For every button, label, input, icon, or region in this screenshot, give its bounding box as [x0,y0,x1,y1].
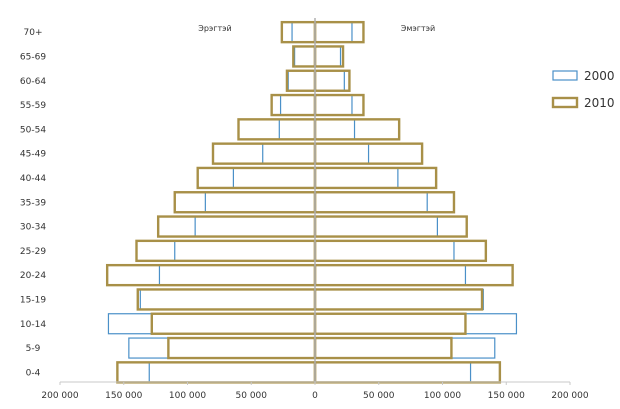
bar-2000-female-10-14 [314,313,518,335]
bar-2000-male-45-49 [262,143,316,165]
y-tick-label: 25-29 [20,247,46,257]
bar-2000-male-5-9 [128,337,316,359]
bar-2010-male-60-64 [285,69,317,92]
y-tick-label: 45-49 [20,150,46,160]
bar-2000-female-30-34 [314,215,439,238]
bar-2000-male-65-69 [294,45,316,68]
y-tick-label: 55-59 [20,101,46,111]
bar-2010-female-15-19 [313,288,484,311]
bar-2000-female-25-29 [314,240,455,262]
bar-2000-male-25-29 [174,240,316,262]
male-side-label: Эрэгтэй [198,24,232,33]
y-tick-label: 65-69 [20,52,46,62]
y-tick-label: 5-9 [26,344,41,354]
bar-2000-female-45-49 [314,143,370,165]
bar-2010-female-20-24 [313,263,514,287]
bar-2010-female-35-39 [313,191,456,214]
y-tick-label: 35-39 [20,198,46,208]
bar-2000-female-55-59 [314,94,353,116]
bar-2000-male-55-59 [279,94,316,116]
y-tick-label: 60-64 [20,77,46,87]
legend: 2000 2010 [551,69,615,110]
bar-2000-female-5-9 [314,337,496,359]
bar-2010-male-35-39 [173,191,317,214]
bar-2010-male-45-49 [211,142,317,165]
x-tick-labels: 200 000 150 000 100 000 50 000 0 50 000 100 00… [41,382,589,401]
bar-2000-female-65-69 [314,45,342,68]
x-tick-label: 50 000 [363,391,395,401]
bar-2000-male-70+ [291,21,316,43]
bar-2010-female-70+ [313,20,365,44]
bar-2010-male-0-4 [116,361,317,384]
bar-2010-male-25-29 [135,239,317,263]
legend-swatch-2010 [551,96,579,109]
x-tick-label: 0 [312,391,318,401]
bar-2000-female-0-4 [314,361,472,383]
y-tick-label: 0-4 [26,368,41,378]
x-tick-label: 50 000 [236,391,268,401]
bar-2010-male-10-14 [150,312,317,335]
x-tick-label: 100 000 [169,391,206,401]
bar-2010-female-40-44 [313,166,438,190]
bar-2010-female-50-54 [313,118,401,141]
bar-2010-male-70+ [280,20,317,44]
y-tick-label: 30-34 [20,223,46,233]
bar-2010-male-5-9 [167,336,317,360]
x-tick-label: 150 000 [488,391,525,401]
y-tick-label: 50-54 [20,125,46,135]
bar-2010-female-65-69 [313,45,345,68]
bar-2010-female-25-29 [313,239,488,263]
bar-2010-male-30-34 [156,215,317,238]
bar-2010-female-0-4 [313,361,502,384]
bar-2000-female-60-64 [314,70,345,92]
y-tick-label: 10-14 [20,320,46,330]
bar-2010-female-30-34 [313,215,468,238]
bar-2000-male-0-4 [148,361,316,383]
bar-2000-female-50-54 [314,118,356,140]
bar-2000-male-40-44 [232,167,316,189]
female-side-label: Эмэгтэй [401,24,435,33]
bars-group [105,20,518,384]
bar-2000-male-35-39 [204,191,316,213]
bar-2000-female-15-19 [314,288,484,311]
bar-2010-female-55-59 [313,93,365,117]
bar-2010-male-55-59 [270,93,317,117]
y-tick-labels: 70+ 65-69 60-64 55-59 50-54 45-49 40-44 35-39 30… [20,28,46,378]
bar-2000-male-20-24 [158,264,316,286]
bar-2010-female-10-14 [313,312,467,335]
bar-2010-male-50-54 [237,118,317,141]
bar-2010-male-20-24 [105,263,317,287]
x-tick-label: 100 000 [424,391,461,401]
bar-2000-male-15-19 [139,288,316,311]
bar-2010-female-5-9 [313,336,453,360]
bar-2000-male-10-14 [107,313,316,335]
y-tick-label: 20-24 [20,271,46,281]
y-tick-label: 15-19 [20,295,46,305]
bar-2000-female-40-44 [314,167,399,189]
bar-2010-male-65-69 [292,45,317,68]
bar-2000-male-50-54 [278,118,316,140]
bar-2000-female-70+ [314,21,353,43]
bar-2000-female-20-24 [314,264,467,286]
y-tick-label: 70+ [24,28,43,38]
bar-2010-male-15-19 [136,288,317,311]
bar-2010-male-40-44 [196,166,317,190]
legend-swatch-2000 [552,70,578,81]
bar-2000-male-60-64 [287,70,316,92]
bar-2000-male-30-34 [194,215,316,238]
y-tick-label: 40-44 [20,174,46,184]
x-tick-label: 150 000 [105,391,142,401]
bar-2000-female-35-39 [314,191,428,213]
x-tick-label: 200 000 [551,391,588,401]
legend-label-2010: 2010 [584,96,615,110]
legend-label-2000: 2000 [584,69,615,83]
x-tick-label: 200 000 [41,391,78,401]
